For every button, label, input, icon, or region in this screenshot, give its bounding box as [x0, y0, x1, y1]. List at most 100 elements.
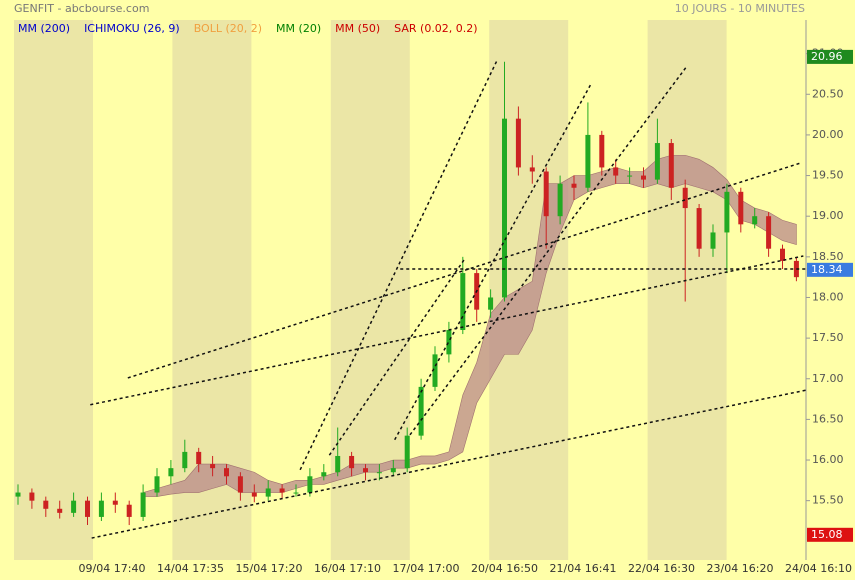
- candle-body: [418, 386, 424, 436]
- trendline: [299, 59, 499, 471]
- candle-body: [515, 118, 521, 168]
- candle-body: [488, 297, 494, 310]
- trendline: [409, 66, 688, 436]
- candle-body: [43, 500, 49, 509]
- candle-body: [543, 171, 549, 217]
- candle-body: [154, 476, 160, 493]
- chart-title: GENFIT - abcbourse.com: [14, 2, 149, 15]
- candle-body: [307, 476, 313, 493]
- trendline: [394, 84, 592, 441]
- x-tick-label: 22/04 16:30: [628, 562, 695, 575]
- candle-body: [432, 354, 438, 387]
- candle-body: [390, 468, 396, 473]
- trendline: [91, 389, 807, 539]
- candle-body: [98, 500, 104, 517]
- candle-body: [349, 455, 355, 469]
- x-tick-label: 14/04 17:35: [157, 562, 224, 575]
- y-tick-label: 16.00: [812, 453, 844, 466]
- candle-body: [196, 451, 202, 465]
- candle-body: [15, 492, 21, 497]
- candle-body: [251, 492, 257, 497]
- trendline: [127, 161, 803, 379]
- price-marker-label: 20.96: [811, 50, 843, 63]
- candle-body: [404, 435, 410, 469]
- day-band: [647, 20, 727, 560]
- candle-body: [668, 143, 674, 188]
- x-tick-label: 16/04 17:10: [314, 562, 381, 575]
- y-tick-label: 20.00: [812, 128, 844, 141]
- candle-body: [71, 500, 77, 513]
- y-tick-label: 18.00: [812, 290, 844, 303]
- candle-body: [265, 488, 271, 497]
- price-marker-label: 15.08: [811, 528, 843, 541]
- y-tick-label: 16.50: [812, 412, 844, 425]
- candle-body: [446, 329, 452, 355]
- price-marker: [807, 527, 853, 542]
- candle-body: [460, 273, 466, 330]
- candle-body: [140, 492, 146, 517]
- indicator-label: MM (200): [18, 22, 70, 35]
- candle-body: [363, 468, 368, 473]
- x-tick-label: 17/04 17:00: [393, 562, 460, 575]
- x-tick-label: 21/04 16:41: [550, 562, 617, 575]
- y-tick-label: 18.50: [812, 250, 844, 263]
- y-tick-label: 17.00: [812, 372, 844, 385]
- day-band: [14, 20, 93, 560]
- candle-body: [321, 472, 327, 477]
- candle-body: [376, 472, 382, 474]
- candle-body: [613, 167, 619, 176]
- candle-body: [237, 476, 243, 493]
- trendline: [90, 255, 804, 406]
- x-tick-label: 09/04 17:40: [79, 562, 146, 575]
- indicator-label: MM (20): [276, 22, 321, 35]
- y-tick-label: 15.50: [812, 494, 844, 507]
- price-marker: [807, 262, 853, 277]
- candle-body: [557, 183, 563, 217]
- candle-body: [529, 167, 535, 172]
- day-bands: [14, 20, 727, 560]
- y-tick-label: 20.50: [812, 87, 844, 100]
- candle-body: [696, 208, 702, 249]
- candle-body: [57, 508, 63, 513]
- candle-body: [279, 488, 285, 493]
- x-tick-label: 20/04 16:50: [471, 562, 538, 575]
- candle-body: [168, 468, 174, 477]
- y-tick-label: 17.50: [812, 331, 844, 344]
- candle-body: [766, 216, 772, 249]
- candle-body: [627, 175, 633, 177]
- candle-body: [29, 492, 35, 501]
- candle-body: [85, 500, 90, 517]
- chart-subtitle: 10 JOURS - 10 MINUTES: [675, 2, 805, 15]
- candle-body: [224, 468, 229, 477]
- indicator-label: MM (50): [335, 22, 380, 35]
- y-tick-label: 19.50: [812, 169, 844, 182]
- candle-body: [502, 118, 507, 298]
- candle-body: [780, 248, 785, 261]
- indicator-label: SAR (0.02, 0.2): [394, 22, 477, 35]
- candle-body: [641, 175, 646, 180]
- candle-body: [293, 492, 299, 494]
- candle-body: [126, 504, 132, 517]
- x-tick-label: 23/04 16:20: [707, 562, 774, 575]
- indicator-label: BOLL (20, 2): [194, 22, 262, 35]
- candle-body: [710, 232, 716, 249]
- x-tick-label: 15/04 17:20: [236, 562, 303, 575]
- candle-body: [335, 455, 341, 473]
- price-marker: [807, 49, 853, 64]
- candle-body: [599, 134, 605, 168]
- candle-body: [752, 216, 758, 225]
- candle-body: [571, 183, 577, 188]
- y-tick-label: 19.00: [812, 209, 844, 222]
- candle-body: [654, 143, 660, 180]
- candle-body: [210, 464, 216, 469]
- candle-body: [738, 191, 744, 225]
- candle-body: [724, 191, 730, 233]
- trendline: [328, 257, 467, 456]
- indicator-label: ICHIMOKU (26, 9): [84, 22, 180, 35]
- candle-body: [182, 451, 188, 469]
- candle-body: [682, 187, 688, 209]
- x-tick-label: 24/04 16:10: [785, 562, 852, 575]
- candle-body: [585, 134, 591, 188]
